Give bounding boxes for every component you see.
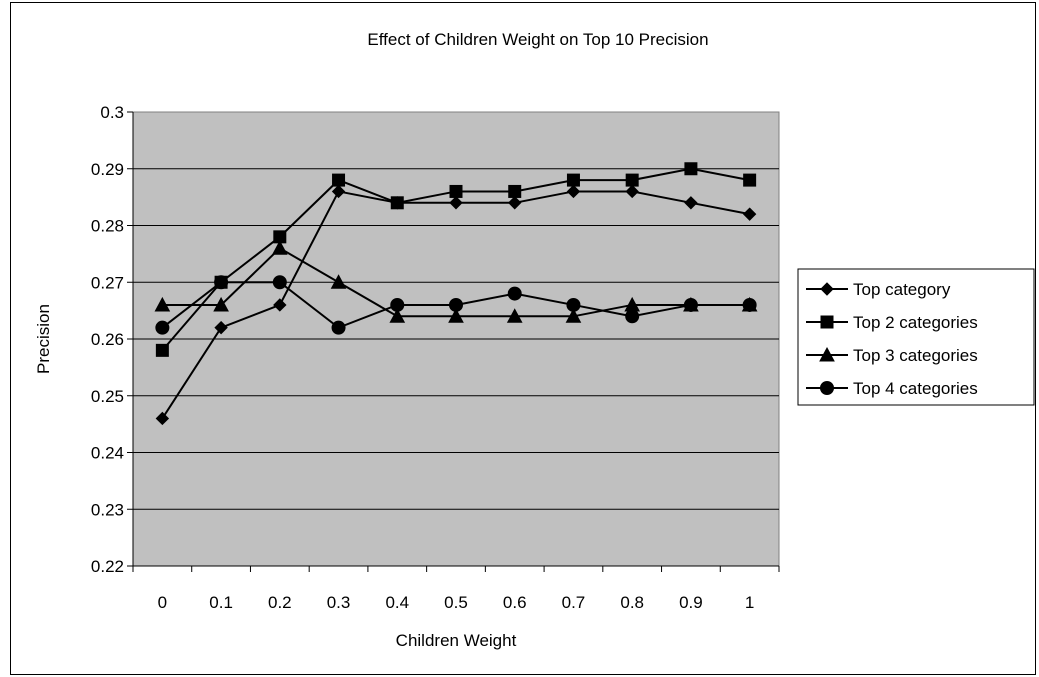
- x-tick-label: 0.8: [620, 593, 644, 612]
- legend: Top category Top 2 categories Top 3 catego…: [797, 268, 1035, 406]
- circle-marker: [683, 297, 698, 312]
- y-tick-label: 0.23: [91, 500, 124, 519]
- triangle-marker: [154, 296, 171, 312]
- triangle-marker: [389, 308, 406, 323]
- diamond-marker: [508, 196, 522, 210]
- circle-marker: [625, 309, 640, 324]
- legend-label: Top 2 categories: [853, 313, 978, 332]
- y-tick-label: 0.24: [91, 444, 124, 463]
- legend-item: Top 3 categories: [806, 346, 978, 365]
- legend-triangle-marker: [819, 346, 835, 362]
- y-axis-label: Precision: [34, 304, 53, 374]
- chart-title: Effect of Children Weight on Top 10 Prec…: [367, 30, 708, 49]
- circle-marker: [449, 297, 463, 312]
- x-axis-label: Children Weight: [396, 631, 517, 650]
- diamond-marker: [684, 196, 698, 210]
- triangle-marker: [213, 296, 229, 312]
- x-tick-label: 1: [745, 593, 754, 612]
- diamond-marker: [625, 184, 639, 199]
- square-marker: [332, 173, 346, 187]
- triangle-marker: [506, 308, 523, 323]
- x-tick-label: 0.1: [209, 593, 233, 612]
- triangle-marker: [565, 308, 582, 323]
- y-tick-label: 0.26: [91, 330, 124, 349]
- diamond-marker: [273, 298, 287, 312]
- x-tick-label: 0.3: [327, 593, 351, 612]
- triangle-marker: [448, 308, 464, 323]
- circle-marker: [742, 297, 757, 312]
- y-tick-label: 0.22: [91, 557, 124, 576]
- square-marker: [743, 173, 757, 187]
- diamond-marker: [566, 184, 581, 199]
- x-tick-label: 0.2: [268, 593, 292, 612]
- x-tick-label: 0: [158, 593, 167, 612]
- square-marker: [684, 162, 698, 176]
- legend-circle-marker: [820, 381, 834, 395]
- y-tick-label: 0.27: [91, 273, 124, 292]
- axes: 0.22 0.23 0.24 0.25 0.26 0.27 0.28 0.29 0.3 0 0.1 0…: [91, 103, 780, 612]
- x-tick-label: 0.6: [503, 593, 527, 612]
- circle-marker: [331, 320, 346, 335]
- y-tick-label: 0.28: [91, 217, 124, 236]
- legend-label: Top 4 categories: [853, 379, 978, 398]
- square-marker: [449, 184, 463, 198]
- y-tick-label: 0.3: [100, 103, 124, 122]
- square-marker: [625, 173, 639, 187]
- circle-marker: [214, 275, 229, 290]
- circle-marker: [566, 297, 581, 312]
- x-tick-label: 0.4: [385, 593, 409, 612]
- triangle-marker: [330, 274, 347, 289]
- y-tick-label: 0.25: [91, 387, 124, 406]
- circle-marker: [272, 275, 287, 290]
- x-tick-label: 0.9: [679, 593, 703, 612]
- legend-diamond-marker: [820, 282, 834, 296]
- legend-item: Top 2 categories: [806, 313, 978, 332]
- diamond-marker: [449, 196, 463, 210]
- square-marker: [508, 184, 522, 198]
- circle-marker: [390, 297, 405, 312]
- legend-square-marker: [820, 315, 834, 329]
- square-marker: [390, 196, 404, 210]
- legend-item: Top category: [806, 280, 951, 299]
- circle-marker: [507, 286, 522, 301]
- legend-label: Top category: [853, 280, 951, 299]
- diamond-marker: [331, 184, 346, 199]
- square-marker: [155, 343, 169, 357]
- diamond-marker: [214, 320, 228, 335]
- diamond-marker: [155, 411, 170, 426]
- diamond-marker: [742, 207, 757, 221]
- series-layer: [154, 162, 758, 426]
- x-tick-label: 0.5: [444, 593, 468, 612]
- legend-label: Top 3 categories: [853, 346, 978, 365]
- circle-marker: [155, 320, 170, 335]
- triangle-marker: [271, 240, 288, 255]
- legend-item: Top 4 categories: [806, 379, 978, 398]
- series-4: [155, 275, 757, 335]
- x-tick-label: 0.7: [562, 593, 586, 612]
- square-marker: [566, 173, 580, 187]
- legend-box: [797, 268, 1035, 406]
- y-tick-label: 0.29: [91, 160, 124, 179]
